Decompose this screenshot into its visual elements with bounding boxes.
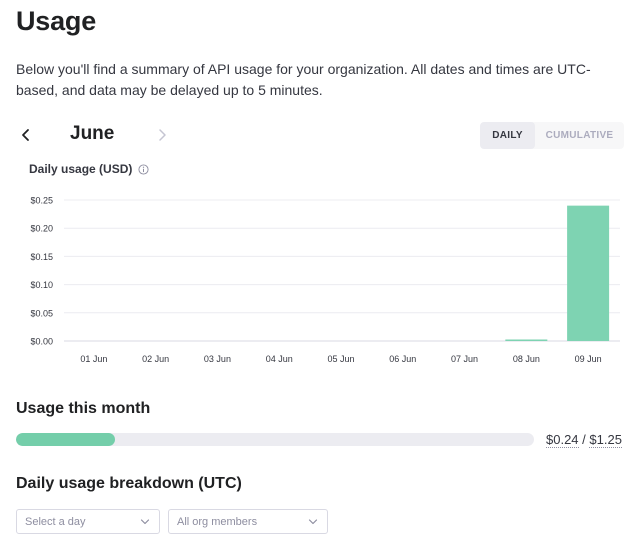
select-day-dropdown[interactable]: Select a day [16, 509, 160, 534]
chevron-down-icon [140, 519, 150, 525]
x-tick-label: 01 Jun [80, 354, 107, 364]
usage-separator: / [578, 432, 590, 447]
usage-progress-fill [16, 433, 116, 446]
chart-title: Daily usage (USD) [29, 162, 149, 176]
chevron-down-icon [308, 519, 318, 525]
chevron-left-icon [22, 129, 29, 141]
month-navigator: June [14, 120, 184, 150]
x-tick-label: 07 Jun [451, 354, 478, 364]
y-tick-label: $0.15 [30, 252, 53, 262]
usage-limit-amount[interactable]: $1.25 [589, 432, 622, 448]
org-members-value: All org members [177, 515, 258, 528]
usage-progress-bar [16, 433, 534, 446]
bar-08-jun[interactable] [505, 339, 548, 342]
page-description: Below you'll find a summary of API usage… [16, 61, 591, 98]
daily-breakdown-title: Daily usage breakdown (UTC) [16, 475, 242, 492]
daily-toggle-button[interactable]: DAILY [480, 122, 535, 149]
view-toggle: DAILY CUMULATIVE [480, 122, 624, 149]
month-label: June [70, 123, 115, 144]
y-tick-label: $0.05 [30, 308, 53, 318]
daily-usage-chart: $0.00 $0.05 $0.10 $0.15 $0.20 $0.25 01 Jun 02 … [30, 196, 620, 364]
y-tick-label: $0.25 [30, 196, 53, 206]
x-tick-label: 02 Jun [142, 354, 169, 364]
cumulative-toggle-button[interactable]: CUMULATIVE [535, 122, 624, 149]
bar-09-jun[interactable] [567, 205, 610, 341]
info-icon[interactable] [138, 163, 149, 175]
x-tick-label: 09 Jun [575, 354, 602, 364]
page-title: Usage [16, 6, 97, 36]
x-tick-label: 05 Jun [327, 354, 354, 364]
chart-title-text: Daily usage (USD) [29, 162, 133, 176]
x-tick-label: 08 Jun [513, 354, 540, 364]
org-members-dropdown[interactable]: All org members [168, 509, 328, 534]
y-tick-label: $0.20 [30, 224, 53, 234]
select-day-placeholder: Select a day [25, 515, 86, 528]
previous-month-button[interactable] [14, 122, 38, 148]
y-tick-label: $0.00 [30, 337, 53, 347]
chevron-right-icon [159, 129, 166, 141]
usage-used-amount[interactable]: $0.24 [546, 432, 579, 448]
x-tick-label: 03 Jun [204, 354, 231, 364]
usage-amount: $0.24 / $1.25 [546, 432, 622, 448]
x-tick-label: 04 Jun [266, 354, 293, 364]
y-tick-label: $0.10 [30, 280, 53, 290]
usage-this-month-title: Usage this month [16, 400, 151, 417]
x-tick-label: 06 Jun [389, 354, 416, 364]
next-month-button[interactable] [150, 122, 174, 148]
